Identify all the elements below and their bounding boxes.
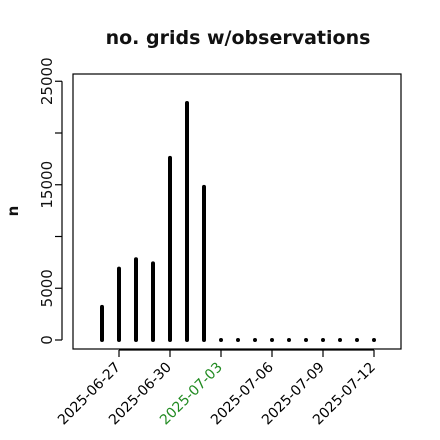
bar xyxy=(372,338,376,342)
bar xyxy=(338,338,342,342)
bar xyxy=(219,338,223,342)
y-tick-label: 0 xyxy=(38,335,56,345)
y-tick-label: 15000 xyxy=(38,161,56,209)
x-axis: 2025-06-272025-06-302025-07-032025-07-06… xyxy=(55,349,379,428)
bar xyxy=(321,338,325,342)
y-tick-label: 5000 xyxy=(38,269,56,307)
bar xyxy=(253,338,257,342)
y-tick-label: 25000 xyxy=(38,57,56,105)
y-axis-label: n xyxy=(4,206,22,217)
bar xyxy=(236,338,240,342)
y-axis: 0 5000 15000 25000 xyxy=(38,57,63,345)
bar xyxy=(287,338,291,342)
bar xyxy=(270,338,274,342)
bar xyxy=(304,338,308,342)
plot-frame xyxy=(72,73,402,350)
bar xyxy=(355,338,359,342)
bars xyxy=(100,100,376,342)
chart-title: no. grids w/observations xyxy=(106,27,371,49)
